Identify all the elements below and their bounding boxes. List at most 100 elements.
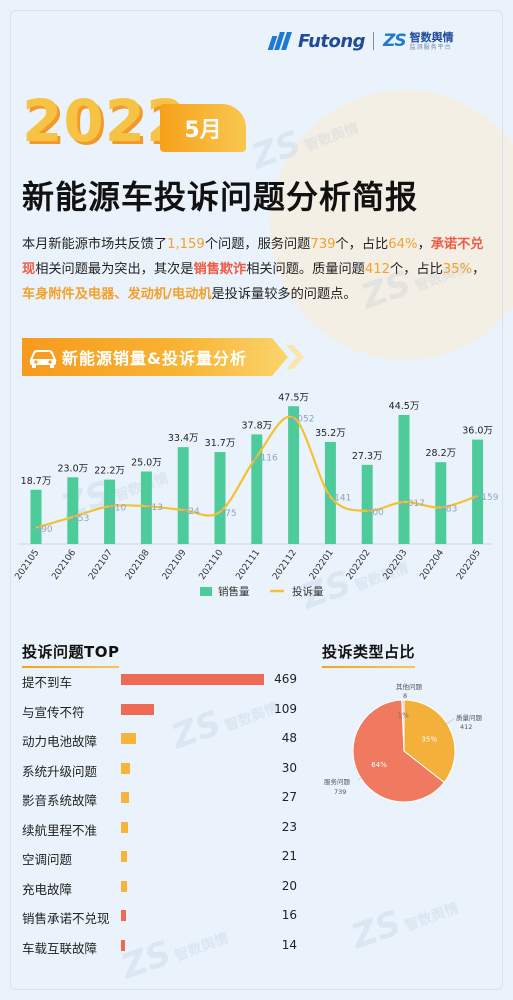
top-issue-bar	[121, 821, 128, 833]
complaints-label: 775	[219, 509, 236, 519]
pie-leader-line	[357, 775, 365, 781]
sales-bar	[288, 406, 300, 544]
x-tick-label: 202111	[234, 548, 262, 582]
top-issue-row: 销售承诺不兑现 16	[22, 904, 297, 934]
report-year: 2022	[22, 87, 188, 155]
complaints-label: 1,017	[399, 499, 425, 509]
pie-slice-pct: 1%	[398, 711, 409, 719]
summary-paragraph: 本月新能源市场共反馈了1,159个问题，服务问题739个，占比64%，承诺不兑现…	[22, 232, 496, 307]
complaints-label: 824	[183, 507, 200, 517]
sales-bar-label: 23.0万	[57, 463, 88, 474]
summary-total: 1,159	[167, 237, 205, 252]
top-issue-label: 动力电池故障	[22, 734, 98, 749]
sales-bar	[472, 439, 484, 544]
logo-bar: Futong ZS 智数舆情 监测服务平台	[267, 28, 454, 54]
section-banner-sales-complaints: 新能源销量&投诉量分析	[22, 338, 288, 376]
top-issue-bar	[121, 733, 136, 744]
page-title: 新能源车投诉问题分析简报	[22, 178, 419, 216]
pie-slice	[403, 699, 456, 784]
report-month-badge: 5月	[160, 104, 246, 152]
top-issue-bar	[121, 674, 264, 685]
sales-bar-label: 33.4万	[168, 433, 199, 444]
summary-text: 个，占比	[335, 237, 389, 252]
pie-slice-pct: 35%	[421, 736, 437, 744]
legend-sales-label: 销售量	[218, 585, 250, 598]
x-tick-label: 202204	[418, 548, 446, 582]
zhishu-logo-icon: ZS	[383, 31, 407, 51]
complaints-label: 913	[146, 503, 163, 513]
x-tick-label: 202112	[271, 548, 299, 582]
complaints-label: 800	[367, 508, 384, 518]
top-issue-row: 空调问题 21	[22, 845, 297, 875]
summary-text: ，	[417, 237, 431, 252]
top-issue-label: 销售承诺不兑现	[22, 911, 110, 926]
top-issue-label: 提不到车	[22, 675, 73, 690]
sales-bar-label: 22.2万	[94, 466, 125, 477]
top-issue-row: 续航里程不准 23	[22, 816, 297, 846]
complaints-label: 390	[35, 525, 52, 535]
summary-service-count: 739	[310, 237, 336, 252]
summary-highlight: 承诺不兑现	[22, 237, 484, 277]
summary-quality-pct: 35%	[442, 262, 473, 277]
top-issue-value: 109	[274, 701, 297, 716]
zhishu-subtitle: 监测服务平台	[409, 43, 452, 51]
top-issue-value: 16	[281, 908, 297, 922]
pie-slice	[401, 699, 405, 752]
top-issue-label: 与宣传不符	[22, 704, 85, 720]
x-tick-label: 202106	[50, 548, 78, 582]
sales-bar	[104, 479, 116, 544]
top-issue-label: 车载互联故障	[22, 940, 98, 956]
top-issue-row: 动力电池故障 48	[22, 727, 297, 757]
sales-bar	[177, 447, 189, 544]
top-issue-label: 影音系统故障	[22, 793, 98, 808]
summary-service-pct: 64%	[388, 237, 418, 252]
sales-bar	[67, 477, 79, 544]
complaints-label: 883	[440, 504, 457, 514]
zhishu-name: 智数舆情	[409, 30, 454, 44]
x-tick-label: 202108	[124, 548, 152, 582]
top-issue-bar	[121, 762, 131, 774]
car-icon	[29, 350, 57, 368]
sales-bar-label: 47.5万	[278, 392, 309, 403]
top-issue-row: 与宣传不符 109	[22, 698, 297, 728]
pie-slice	[352, 699, 445, 803]
complaints-line	[35, 415, 478, 529]
futong-logo-icon	[267, 32, 294, 50]
top-issue-row: 提不到车 469	[22, 668, 297, 698]
summary-text: 个问题，服务问题	[204, 237, 311, 252]
x-tick-label: 202110	[198, 548, 226, 582]
top-issue-label: 空调问题	[22, 852, 73, 867]
top-issues-list: 提不到车 469 与宣传不符 109 动力电池故障 48 系统升级问题 30 影音系统故障 27 续…	[22, 668, 297, 963]
top-issue-value: 30	[281, 760, 297, 775]
summary-text: 是投诉量较多的问题点。	[211, 287, 357, 302]
background-circle	[270, 90, 513, 360]
sales-bar-label: 18.7万	[21, 476, 52, 487]
top-issue-bar	[121, 792, 130, 803]
pie-value-quality: 412	[460, 723, 472, 731]
pie-slice-pct: 64%	[371, 761, 387, 769]
section-title-top-issues: 投诉问题TOP	[22, 643, 120, 668]
x-tick-label: 202107	[87, 548, 115, 582]
summary-text: ，	[472, 262, 486, 277]
section-title-type-share: 投诉类型占比	[322, 643, 416, 668]
pie-label-other: 其他问题	[396, 682, 423, 691]
top-issue-row: 影音系统故障 27	[22, 786, 297, 816]
summary-highlight: 车身附件及电器、发动机/电动机	[22, 287, 212, 302]
x-tick-label: 202109	[161, 548, 189, 582]
legend-sales-swatch	[200, 587, 212, 596]
summary-text: 本月新能源市场共反馈了	[22, 237, 168, 252]
top-issue-row: 充电故障 20	[22, 875, 297, 905]
sales-bar-label: 27.3万	[352, 451, 383, 462]
top-issue-value: 27	[281, 790, 297, 804]
sales-complaints-chart: 18.7万 202105 23.0万 202106 22.2万 202107 25.0万 20…	[14, 392, 499, 598]
summary-quality-count: 412	[364, 262, 391, 277]
sales-bar-label: 25.0万	[131, 458, 162, 469]
legend-complaints-label: 投诉量	[292, 585, 324, 598]
top-issue-label: 续航里程不准	[22, 822, 98, 838]
sales-bar-label: 36.0万	[462, 426, 493, 437]
top-issue-bar	[121, 703, 155, 715]
sales-bar	[140, 471, 152, 544]
x-tick-label: 202205	[455, 548, 483, 582]
sales-bar	[361, 464, 373, 544]
top-issue-bar	[121, 880, 128, 892]
